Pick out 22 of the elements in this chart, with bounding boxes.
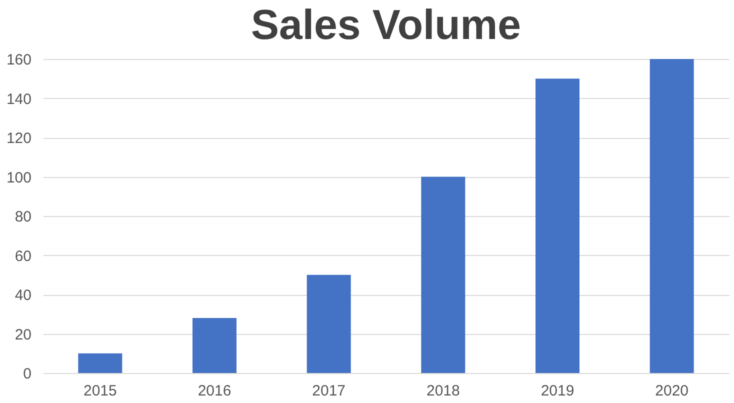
y-tick-label: 80: [14, 208, 32, 226]
x-tick-label: 2018: [426, 382, 460, 400]
x-tick-label: 2016: [198, 382, 232, 400]
y-tick-label: 160: [6, 52, 32, 68]
bar: [78, 353, 122, 373]
y-tick-label: 60: [14, 248, 32, 265]
bar: [192, 318, 236, 373]
y-tick-label: 0: [23, 366, 32, 382]
y-tick-label: 20: [14, 326, 32, 344]
chart-title: Sales Volume: [250, 1, 522, 48]
x-tick-label: 2017: [312, 382, 346, 400]
x-tick-label: 2020: [655, 382, 689, 400]
y-tick-label: 40: [14, 287, 32, 304]
bar: [650, 59, 694, 373]
y-tick-label: 120: [6, 130, 32, 147]
bar: [421, 176, 466, 373]
bar: [306, 274, 351, 373]
bar: [536, 78, 580, 373]
y-tick-label: 140: [6, 90, 32, 108]
y-tick-label: 100: [6, 169, 32, 186]
x-tick-label: 2015: [83, 382, 117, 400]
x-tick-label: 2019: [540, 382, 574, 400]
